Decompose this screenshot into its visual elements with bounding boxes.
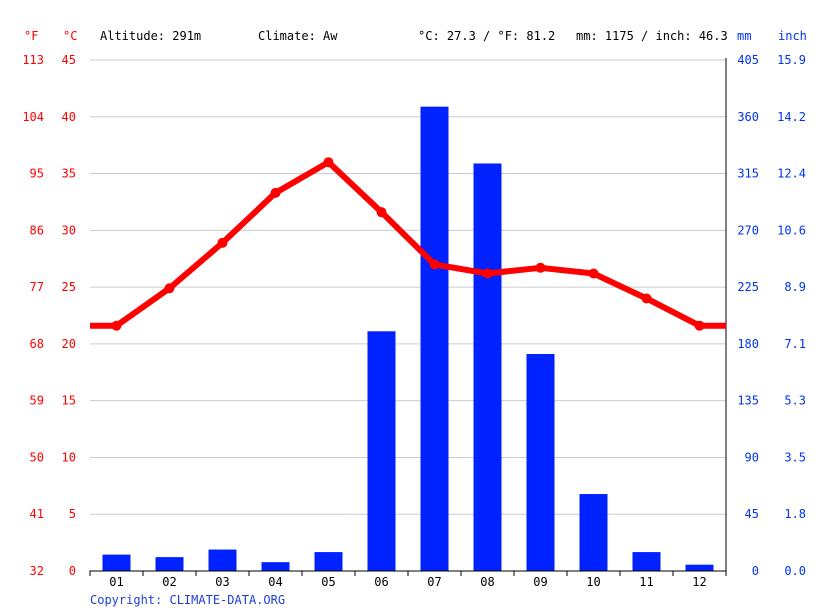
temperature-point [535, 262, 546, 273]
tick-label-fahrenheit: 41 [30, 507, 44, 521]
tick-label-fahrenheit: 68 [30, 337, 44, 351]
precipitation-bar [579, 494, 608, 571]
tick-label-fahrenheit: 86 [30, 223, 44, 237]
precipitation-bar [314, 552, 343, 571]
tick-label-mm: 135 [737, 394, 759, 408]
unit-inch-label: inch [778, 29, 807, 43]
x-tick-label: 03 [215, 575, 229, 589]
temperature-point [111, 320, 122, 331]
precipitation-bar [155, 557, 184, 571]
tick-label-inch: 0.0 [784, 564, 806, 578]
unit-celsius-label: °C [63, 29, 78, 43]
precipitation-bar [473, 163, 502, 571]
x-tick-label: 08 [480, 575, 494, 589]
tick-label-mm: 90 [745, 450, 759, 464]
tick-label-celsius: 10 [62, 450, 76, 464]
x-tick-label: 01 [109, 575, 123, 589]
precipitation-bar [102, 554, 131, 571]
temperature-point [482, 268, 493, 279]
x-tick-label: 06 [374, 575, 388, 589]
x-tick-label: 12 [692, 575, 706, 589]
precipitation-bar [420, 106, 449, 571]
temperature-point [164, 283, 175, 294]
altitude-label: Altitude: 291m [100, 29, 202, 43]
tick-label-inch: 8.9 [784, 280, 806, 294]
x-tick-label: 10 [586, 575, 600, 589]
tick-label-mm: 405 [737, 53, 759, 67]
temperature-point [588, 268, 599, 279]
tick-label-inch: 14.2 [777, 110, 806, 124]
tick-label-inch: 7.1 [784, 337, 806, 351]
tick-label-mm: 225 [737, 280, 759, 294]
tick-label-celsius: 25 [62, 280, 76, 294]
temperature-point [694, 320, 705, 331]
temperature-point [217, 237, 228, 248]
tick-label-celsius: 15 [62, 394, 76, 408]
tick-label-mm: 180 [737, 337, 759, 351]
tick-label-inch: 10.6 [777, 223, 806, 237]
tick-label-celsius: 40 [62, 110, 76, 124]
average-temperature-label: °C: 27.3 / °F: 81.2 [418, 29, 556, 43]
temperature-point [429, 259, 440, 270]
tick-labels: 32 0 0 0.0 41 5 45 1.8 50 10 90 3.5 59 15 135 5.3 68 20 18… [22, 53, 806, 589]
tick-label-mm: 270 [737, 223, 759, 237]
precipitation-bar [208, 549, 237, 571]
climate-label: Climate: Aw [258, 29, 338, 43]
tick-label-fahrenheit: 32 [30, 564, 44, 578]
precipitation-bar [526, 353, 555, 571]
precipitation-bars [102, 106, 714, 571]
x-tick-label: 05 [321, 575, 335, 589]
tick-label-fahrenheit: 59 [30, 394, 44, 408]
total-precipitation-label: mm: 1175 / inch: 46.3 [576, 29, 728, 43]
x-tick-label: 11 [639, 575, 653, 589]
tick-label-fahrenheit: 113 [22, 53, 44, 67]
grid-lines [90, 59, 726, 515]
x-tick-label: 07 [427, 575, 441, 589]
tick-label-celsius: 30 [62, 223, 76, 237]
temperature-line [90, 157, 726, 331]
tick-label-fahrenheit: 77 [30, 280, 44, 294]
tick-label-celsius: 35 [62, 167, 76, 181]
tick-label-celsius: 5 [69, 507, 76, 521]
precipitation-bar [261, 562, 290, 571]
tick-label-fahrenheit: 50 [30, 450, 44, 464]
copyright-text: Copyright: CLIMATE-DATA.ORG [90, 593, 286, 607]
tick-label-inch: 3.5 [784, 450, 806, 464]
unit-fahrenheit-label: °F [24, 29, 39, 43]
x-tick-label: 04 [268, 575, 282, 589]
tick-label-mm: 360 [737, 110, 759, 124]
tick-label-fahrenheit: 104 [22, 110, 44, 124]
x-tick-label: 09 [533, 575, 547, 589]
tick-label-inch: 12.4 [777, 167, 806, 181]
temperature-point [641, 293, 652, 304]
tick-label-mm: 0 [752, 564, 759, 578]
tick-label-celsius: 45 [62, 53, 76, 67]
tick-label-celsius: 20 [62, 337, 76, 351]
tick-label-mm: 45 [745, 507, 759, 521]
unit-mm-label: mm [737, 29, 752, 43]
temperature-line-path [90, 159, 726, 329]
tick-label-celsius: 0 [69, 564, 76, 578]
x-tick-label: 02 [162, 575, 176, 589]
temperature-point [270, 187, 281, 198]
tick-label-fahrenheit: 95 [30, 167, 44, 181]
precipitation-bar [367, 331, 396, 571]
tick-label-mm: 315 [737, 167, 759, 181]
tick-label-inch: 5.3 [784, 394, 806, 408]
tick-label-inch: 1.8 [784, 507, 806, 521]
temperature-point [376, 207, 387, 218]
tick-label-inch: 15.9 [777, 53, 806, 67]
axes [89, 58, 727, 576]
precipitation-bar [685, 564, 714, 571]
temperature-point [323, 157, 334, 168]
precipitation-bar [632, 552, 661, 571]
